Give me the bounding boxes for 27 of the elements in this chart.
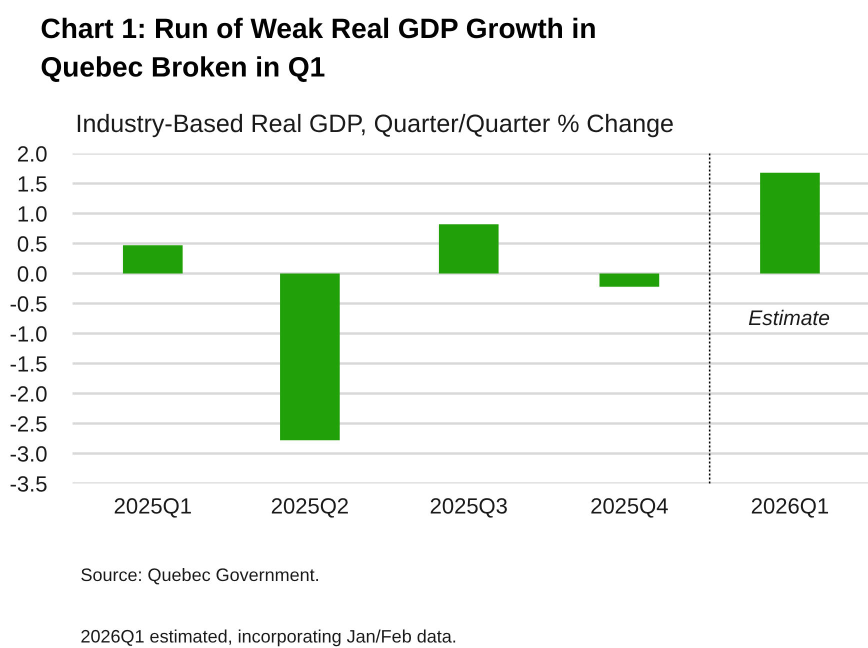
y-tick-label: 0.5 xyxy=(16,232,48,256)
y-tick-label: -3.0 xyxy=(10,442,48,466)
text: 2026Q1 estimated, incorporating Jan/Feb data. xyxy=(80,626,457,646)
x-tick-label: 2026Q1 xyxy=(750,494,830,518)
y-tick-label: -2.0 xyxy=(10,382,48,406)
x-tick-label: 2025Q1 xyxy=(114,494,192,518)
bar xyxy=(438,224,499,274)
y-tick-label: 2.0 xyxy=(16,142,48,166)
bar xyxy=(760,172,820,274)
y-tick-label: 0.0 xyxy=(16,262,48,286)
y-tick-label: 1.0 xyxy=(16,202,48,226)
y-tick-label: -0.5 xyxy=(10,292,48,316)
ref-line-label: Estimate xyxy=(748,307,830,330)
x-tick-label: 2025Q4 xyxy=(590,494,669,518)
chart-subtitle: Industry-Based Real GDP, Quarter/Quarter % Change xyxy=(76,110,674,138)
bar xyxy=(122,245,183,274)
bar xyxy=(600,274,660,287)
y-tick-label: -1.5 xyxy=(10,352,48,376)
x-tick-label: 2025Q2 xyxy=(270,494,350,518)
source-note: Source: Quebec Government. xyxy=(80,565,320,585)
bar xyxy=(280,274,340,440)
y-tick-label: -2.5 xyxy=(10,412,48,436)
y-tick-label: 1.5 xyxy=(16,172,48,196)
y-tick-label: -3.5 xyxy=(10,472,48,496)
y-tick-label: -1.0 xyxy=(10,322,48,346)
chart-title: Chart 1: Run of Weak Real GDP Growth in Quebec Broken in Q1 xyxy=(40,12,596,82)
x-tick-label: 2025Q3 xyxy=(430,494,508,518)
